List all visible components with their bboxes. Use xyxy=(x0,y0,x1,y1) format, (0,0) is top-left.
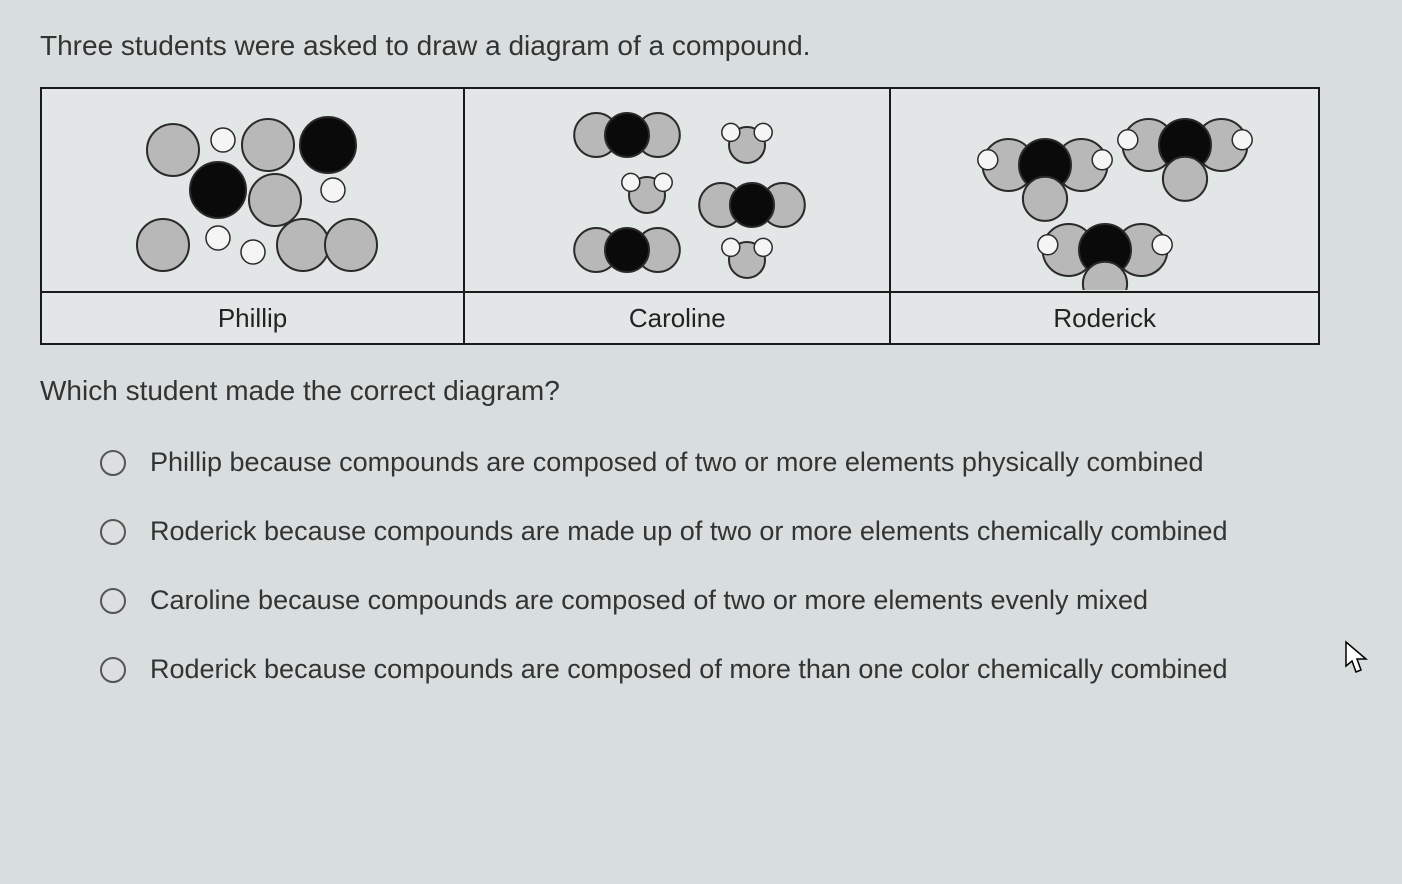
option-b-label: Roderick because compounds are made up o… xyxy=(150,516,1228,547)
label-caroline: Caroline xyxy=(464,292,890,344)
option-d[interactable]: Roderick because compounds are composed … xyxy=(100,654,1362,685)
option-c[interactable]: Caroline because compounds are composed … xyxy=(100,585,1362,616)
question-text: Which student made the correct diagram? xyxy=(40,375,1362,407)
option-b[interactable]: Roderick because compounds are made up o… xyxy=(100,516,1362,547)
option-a[interactable]: Phillip because compounds are composed o… xyxy=(100,447,1362,478)
option-d-label: Roderick because compounds are composed … xyxy=(150,654,1228,685)
label-roderick: Roderick xyxy=(890,292,1319,344)
diagram-caroline xyxy=(464,88,890,292)
radio-icon[interactable] xyxy=(100,519,126,545)
caroline-svg xyxy=(497,90,857,290)
options-group: Phillip because compounds are composed o… xyxy=(40,447,1362,685)
diagram-roderick xyxy=(890,88,1319,292)
phillip-svg xyxy=(103,90,403,290)
option-c-label: Caroline because compounds are composed … xyxy=(150,585,1148,616)
radio-icon[interactable] xyxy=(100,450,126,476)
diagram-phillip xyxy=(41,88,464,292)
roderick-svg xyxy=(905,90,1305,290)
diagram-table: Phillip Caroline Roderick xyxy=(40,87,1320,345)
radio-icon[interactable] xyxy=(100,657,126,683)
label-phillip: Phillip xyxy=(41,292,464,344)
question-prompt: Three students were asked to draw a diag… xyxy=(40,30,1362,62)
option-a-label: Phillip because compounds are composed o… xyxy=(150,447,1204,478)
radio-icon[interactable] xyxy=(100,588,126,614)
